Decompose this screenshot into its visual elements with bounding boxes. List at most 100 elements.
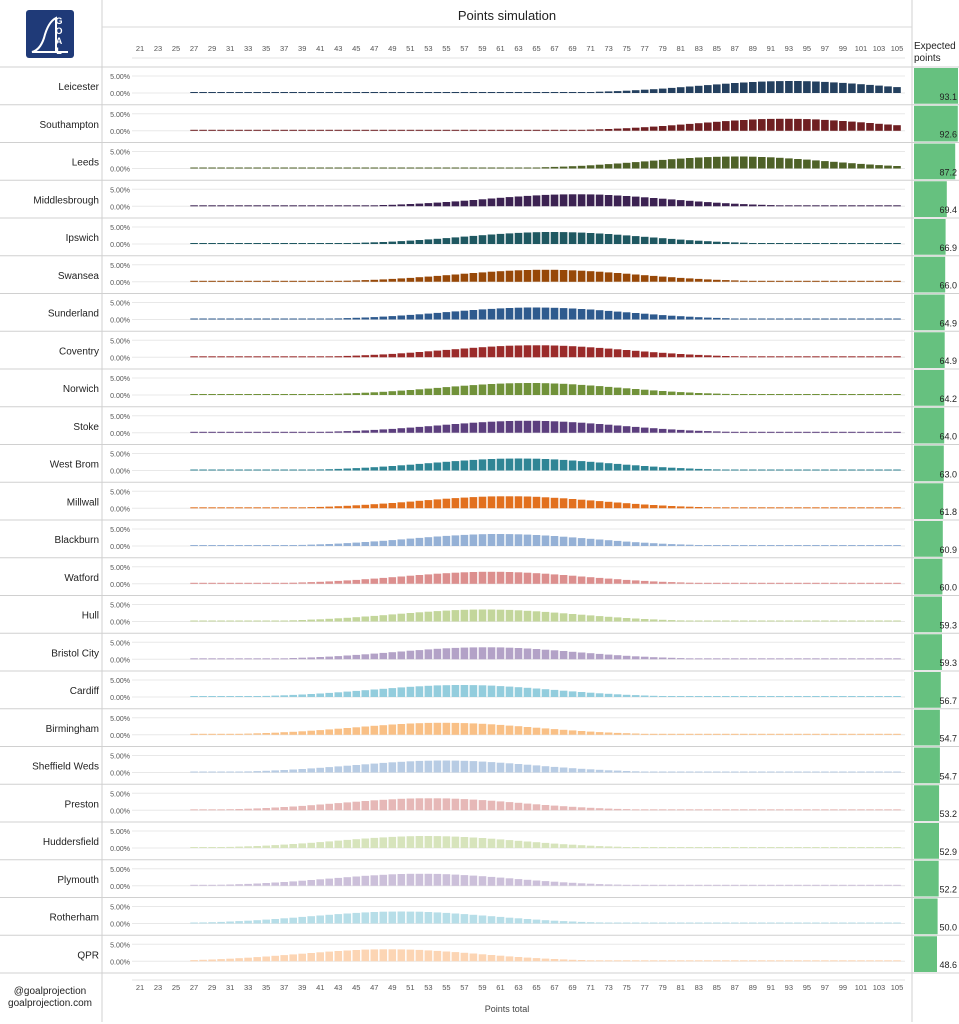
distribution-bar (749, 318, 757, 320)
distribution-bar (325, 431, 333, 433)
distribution-bar (857, 884, 865, 886)
distribution-bar (839, 162, 847, 169)
distribution-bar (758, 356, 766, 358)
distribution-bar (190, 129, 198, 131)
expected-points-header: Expected points (914, 41, 956, 64)
y-tick-label: 0.00% (110, 657, 130, 664)
distribution-bar (857, 205, 865, 207)
distribution-bar (857, 696, 865, 697)
distribution-bar (253, 167, 261, 169)
x-tick-top: 97 (821, 44, 829, 53)
distribution-bar (640, 197, 649, 207)
y-tick-label: 0.00% (110, 808, 130, 815)
distribution-bar (713, 317, 721, 320)
distribution-bar (433, 648, 442, 660)
footer-handle: @goalprojection (13, 986, 87, 997)
x-tick-bottom: 71 (586, 983, 594, 992)
expected-points-bar (914, 143, 956, 180)
distribution-bar (848, 809, 856, 811)
distribution-bar (433, 685, 442, 697)
distribution-bar (280, 658, 288, 660)
y-tick-label: 5.00% (110, 754, 130, 761)
distribution-bar (550, 194, 559, 207)
distribution-bar (541, 269, 550, 282)
distribution-bar (379, 242, 388, 244)
distribution-bar (514, 534, 523, 546)
distribution-bar (740, 318, 748, 320)
distribution-bar (676, 733, 685, 735)
distribution-bar (199, 884, 207, 886)
y-tick-label: 5.00% (110, 565, 130, 572)
distribution-bar (830, 120, 838, 131)
distribution-bar (866, 545, 874, 546)
distribution-bar (694, 809, 703, 811)
distribution-bar (469, 310, 478, 320)
distribution-bar (785, 847, 793, 848)
distribution-bar (830, 733, 838, 735)
distribution-bar (397, 390, 406, 395)
distribution-bar (478, 384, 487, 395)
distribution-bar (631, 274, 640, 282)
distribution-bar (298, 843, 306, 848)
distribution-bar (289, 280, 297, 282)
distribution-bar (316, 767, 324, 773)
distribution-bar (884, 771, 892, 773)
distribution-bar (694, 201, 703, 207)
distribution-bar (713, 156, 721, 169)
distribution-bar (298, 318, 306, 320)
distribution-bar (631, 162, 640, 169)
distribution-bar (749, 847, 757, 848)
distribution-bar (388, 577, 397, 584)
distribution-bar (731, 156, 739, 169)
distribution-bar (541, 689, 550, 697)
distribution-bar (253, 658, 261, 660)
distribution-bar (812, 582, 820, 584)
expected-points-bar (914, 596, 942, 633)
distribution-bar (821, 280, 829, 282)
distribution-bar (352, 167, 361, 169)
distribution-bar (722, 469, 730, 471)
distribution-bar (550, 689, 559, 697)
distribution-bar (343, 318, 352, 320)
distribution-bar (830, 922, 838, 924)
distribution-bar (406, 575, 415, 584)
distribution-bar (595, 386, 604, 395)
distribution-bar (640, 847, 649, 848)
distribution-bar (343, 877, 352, 886)
distribution-bar (451, 386, 460, 395)
distribution-bar (758, 771, 766, 773)
distribution-bar (541, 421, 550, 433)
distribution-bar (812, 119, 820, 131)
distribution-bar (514, 458, 523, 471)
distribution-bar (758, 318, 766, 320)
distribution-bar (893, 771, 901, 773)
distribution-bar (262, 280, 270, 282)
distribution-bar (235, 921, 243, 924)
distribution-bar (226, 921, 234, 924)
distribution-bar (794, 118, 802, 131)
distribution-bar (496, 762, 505, 773)
distribution-bar (595, 129, 604, 131)
distribution-bar (505, 458, 514, 471)
distribution-bar (613, 846, 622, 848)
distribution-bar (280, 243, 288, 244)
distribution-bar (812, 469, 820, 471)
x-tick-top: 101 (855, 44, 868, 53)
distribution-bar (406, 167, 415, 169)
distribution-bar (271, 507, 279, 509)
distribution-bar (731, 582, 739, 584)
distribution-bar (803, 658, 811, 660)
distribution-bar (577, 921, 586, 924)
distribution-bar (875, 431, 883, 433)
distribution-bar (541, 881, 550, 886)
x-tick-bottom: 21 (136, 983, 144, 992)
expected-points-value: 52.9 (939, 847, 957, 857)
distribution-bar (226, 771, 234, 773)
distribution-bar (685, 278, 694, 282)
team-label: Preston (65, 799, 99, 810)
distribution-bar (469, 347, 478, 358)
distribution-bar (577, 346, 586, 358)
distribution-bar (190, 696, 198, 697)
distribution-bar (658, 467, 667, 471)
distribution-bar (541, 611, 550, 622)
